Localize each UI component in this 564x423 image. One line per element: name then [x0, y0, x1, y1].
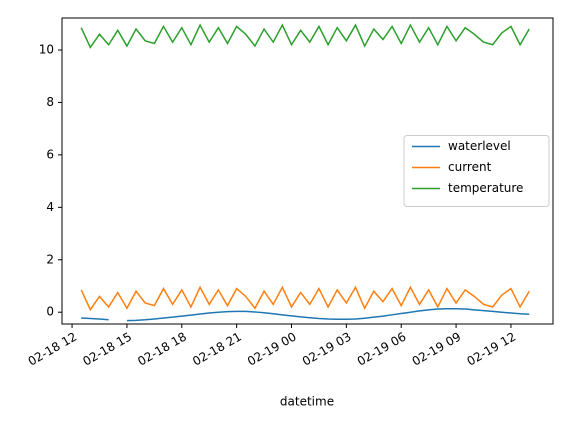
plot-frame: [61, 17, 554, 325]
x-tick-label: 02-18 18: [135, 330, 189, 369]
legend-label: waterlevel: [448, 139, 511, 153]
x-tick-label: 02-18 21: [190, 330, 244, 369]
y-tick-label: 10: [39, 42, 54, 56]
line-series: [81, 308, 530, 322]
x-tick-label: 02-19 03: [300, 330, 354, 369]
y-tick-label: 6: [46, 147, 54, 161]
x-tick-label: 02-19 00: [245, 330, 299, 369]
legend-label: temperature: [448, 181, 523, 195]
y-tick-label: 8: [46, 95, 54, 109]
x-tick-label: 02-18 15: [80, 330, 134, 369]
y-tick-label: 2: [46, 252, 54, 266]
line-series: [80, 23, 530, 49]
y-tick-label: 4: [46, 200, 54, 214]
legend-box: [403, 135, 550, 207]
x-tick-label: 02-19 12: [464, 330, 518, 369]
x-tick-label: 02-19 06: [355, 330, 409, 369]
y-tick-label: 0: [46, 305, 54, 319]
x-tick-label: 02-18 12: [26, 330, 80, 369]
legend-label: current: [448, 160, 492, 174]
x-tick-label: 02-19 09: [410, 330, 464, 369]
line-series: [80, 285, 530, 312]
x-axis-label: datetime: [280, 395, 334, 409]
